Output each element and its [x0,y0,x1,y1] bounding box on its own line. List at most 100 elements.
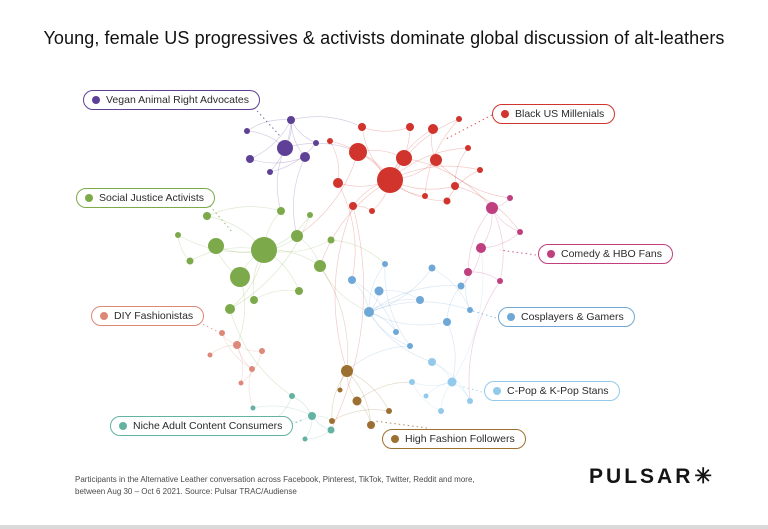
network-node-green [251,237,277,263]
source-note-line1: Participants in the Alternative Leather … [75,475,475,484]
network-node-vegan [277,140,293,156]
network-edge [431,267,471,311]
network-node-teal [308,412,316,420]
network-edge [451,247,484,383]
network-edge [491,207,504,282]
cluster-dot-icon [119,422,127,430]
network-edge [435,159,511,199]
network-edge [304,429,332,440]
network-node-green [291,230,303,242]
cluster-label-teal[interactable]: Niche Adult Content Consumers [110,416,294,436]
cluster-label-magenta[interactable]: Comedy & HBO Fans [538,244,673,264]
cluster-label-text: Black US Millenials [515,108,605,120]
network-edge [465,271,471,311]
network-node-green [225,304,235,314]
network-node-salmon [219,330,225,336]
network-node-green [203,212,211,220]
network-edge [296,151,359,237]
network-node-blue [407,343,413,349]
cluster-label-blue[interactable]: Cosplayers & Gamers [498,307,635,327]
network-edge [253,289,300,301]
cluster-label-red[interactable]: Black US Millenials [492,104,616,124]
cluster-label-green[interactable]: Social Justice Activists [76,188,216,208]
network-node-blue [443,318,451,326]
network-node-red [396,150,412,166]
network-node-cpop [447,377,457,387]
network-node-salmon [238,380,244,386]
network-edge [206,206,282,217]
network-edge [269,142,317,173]
network-edge [236,344,244,384]
network-edge [384,263,411,347]
network-edge [440,381,453,412]
network-node-red [349,143,367,161]
network-edge [276,147,286,212]
network-edge [346,345,411,372]
network-node-blue [364,307,374,317]
network-node-blue [416,296,424,304]
network-edge [411,381,453,386]
network-edge [389,118,460,181]
cluster-label-salmon[interactable]: DIY Fashionistas [91,306,205,326]
network-edge [368,285,462,313]
cluster-label-text: Vegan Animal Right Advocates [106,94,250,106]
network-node-magenta [476,243,486,253]
network-node-red [443,197,451,205]
network-node-vegan [313,140,319,146]
network-edge [480,231,521,249]
asterisk-icon: ✳ [694,465,712,488]
pulsar-logo-text: PULSAR [589,465,694,488]
network-node-blue [393,329,399,335]
network-node-salmon [249,366,255,372]
network-edge [356,381,413,402]
network-node-red [456,116,462,122]
network-node-vegan [246,155,254,163]
network-node-brown [386,408,392,414]
network-edge [252,405,313,417]
network-node-salmon [207,352,213,358]
network-node-brown [341,365,353,377]
network-edge [467,271,501,282]
cluster-label-brown[interactable]: High Fashion Followers [382,429,526,449]
network-node-vegan [300,152,310,162]
network-node-green [307,212,313,218]
network-node-brown [352,396,362,406]
cluster-dot-icon [100,312,108,320]
label-pointer-line [247,100,282,138]
network-edge [446,285,462,323]
network-edge [446,169,481,202]
network-edge [351,279,370,313]
cluster-label-text: C-Pop & K-Pop Stans [507,385,609,397]
network-node-magenta [517,229,523,235]
network-node-vegan [244,128,250,134]
network-edge [480,207,493,249]
network-node-red [465,145,471,151]
cluster-label-cpop[interactable]: C-Pop & K-Pop Stans [484,381,620,401]
network-edge [403,157,493,209]
network-edge [229,308,293,397]
cluster-label-vegan[interactable]: Vegan Animal Right Advocates [83,90,261,110]
network-edge [334,205,354,372]
network-node-blue [374,286,384,296]
network-node-salmon [259,348,265,354]
network-node-teal [327,426,335,434]
network-node-blue [428,264,436,272]
cluster-dot-icon [92,96,100,104]
network-edge [319,265,349,372]
network-node-red [349,202,357,210]
network-edge [229,214,311,310]
cluster-label-text: Niche Adult Content Consumers [133,420,283,432]
network-edge [290,116,363,128]
network-edge [468,280,501,402]
bottom-border [0,525,768,529]
cluster-dot-icon [507,313,515,321]
network-node-green [208,238,224,254]
cluster-dot-icon [547,250,555,258]
network-edge [330,205,364,431]
network-edge [368,311,433,363]
network-node-red [451,182,459,190]
network-node-red [333,178,343,188]
network-node-green [250,296,258,304]
